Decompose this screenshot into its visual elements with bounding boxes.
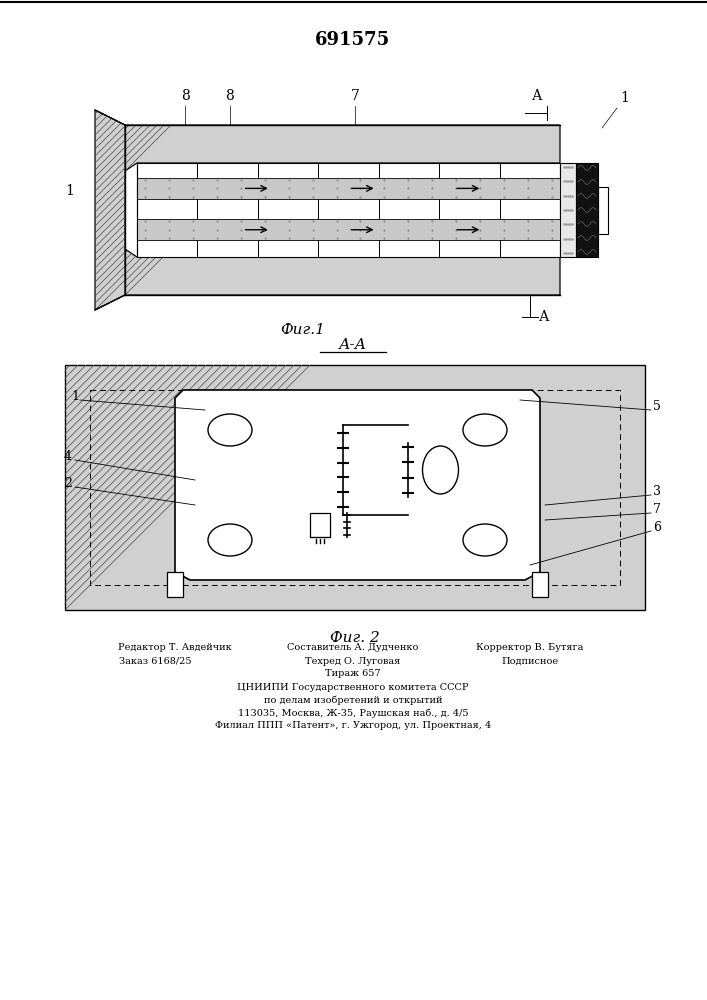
Text: 7: 7 — [351, 89, 359, 103]
Bar — [137, 178, 560, 199]
Text: Корректор В. Бутяга: Корректор В. Бутяга — [477, 644, 584, 652]
Bar — [532, 572, 548, 597]
Text: 5: 5 — [653, 400, 661, 413]
Polygon shape — [65, 365, 645, 610]
Text: 1: 1 — [621, 91, 629, 105]
Text: Составитель А. Дудченко: Составитель А. Дудченко — [287, 644, 419, 652]
Text: А: А — [532, 89, 542, 103]
Text: А: А — [539, 310, 549, 324]
Ellipse shape — [463, 414, 507, 446]
Text: ЦНИИПИ Государственного комитета СССР: ЦНИИПИ Государственного комитета СССР — [238, 682, 469, 692]
Text: 2: 2 — [64, 477, 72, 490]
Text: Филиал ППП «Патент», г. Ужгород, ул. Проектная, 4: Филиал ППП «Патент», г. Ужгород, ул. Про… — [215, 722, 491, 730]
Text: Фиг.1: Фиг.1 — [280, 323, 325, 337]
Text: Заказ 6168/25: Заказ 6168/25 — [119, 656, 192, 666]
Text: Фиг. 2: Фиг. 2 — [330, 631, 380, 645]
Text: 8: 8 — [180, 89, 189, 103]
Ellipse shape — [463, 524, 507, 556]
Text: 691575: 691575 — [315, 31, 391, 49]
Bar — [576, 163, 598, 257]
Text: 7: 7 — [653, 503, 661, 516]
Text: Редактор Т. Авдейчик: Редактор Т. Авдейчик — [118, 644, 232, 652]
Text: 113035, Москва, Ж-35, Раушская наб., д. 4/5: 113035, Москва, Ж-35, Раушская наб., д. … — [238, 708, 468, 718]
Text: по делам изобретений и открытий: по делам изобретений и открытий — [264, 695, 443, 705]
Bar — [310, 513, 329, 537]
Ellipse shape — [208, 524, 252, 556]
Text: 8: 8 — [226, 89, 235, 103]
Bar — [560, 163, 576, 257]
Polygon shape — [125, 249, 560, 295]
Text: А-А: А-А — [339, 338, 367, 352]
Text: 3: 3 — [653, 485, 661, 498]
Text: 4: 4 — [64, 450, 72, 463]
Text: Подписное: Подписное — [501, 656, 559, 666]
Polygon shape — [125, 125, 560, 171]
Ellipse shape — [423, 446, 459, 494]
Polygon shape — [175, 390, 540, 580]
Text: 6: 6 — [653, 521, 661, 534]
Text: Техред О. Луговая: Техред О. Луговая — [305, 656, 401, 666]
Ellipse shape — [208, 414, 252, 446]
Bar — [167, 572, 183, 597]
Text: 1: 1 — [71, 390, 79, 403]
Bar — [598, 186, 608, 233]
Bar — [137, 219, 560, 240]
Text: Тираж 657: Тираж 657 — [325, 670, 381, 678]
Bar — [137, 163, 560, 257]
Polygon shape — [95, 110, 125, 310]
Text: 1: 1 — [66, 184, 74, 198]
